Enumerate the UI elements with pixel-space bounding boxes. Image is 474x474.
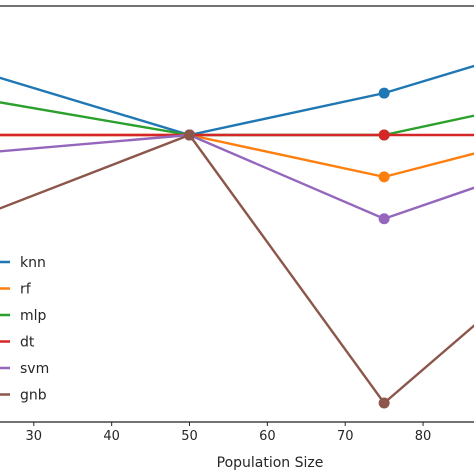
- x-tick-label: 30: [26, 429, 43, 444]
- x-tick-label: 60: [259, 429, 276, 444]
- legend-item-svm: svm: [0, 361, 49, 377]
- data-point-gnb: [378, 397, 390, 409]
- legend-label-knn: knn: [20, 255, 46, 271]
- series-svm: [0, 129, 474, 225]
- legend-item-rf: rf: [0, 282, 32, 298]
- legend-label-gnb: gnb: [20, 388, 47, 404]
- data-point-svm: [378, 213, 390, 225]
- series-knn: [0, 64, 474, 141]
- data-point-gnb: [184, 129, 196, 141]
- x-tick-label: 70: [337, 429, 354, 444]
- series-line-knn: [0, 64, 474, 137]
- legend-label-dt: dt: [20, 335, 35, 351]
- plot-frame: [0, 5, 474, 423]
- legend-item-dt: dt: [0, 335, 35, 351]
- legend-item-gnb: gnb: [0, 388, 47, 404]
- series-gnb: [0, 129, 474, 409]
- legend: knn rf mlp dt svm gnb: [0, 255, 49, 404]
- series-layer: [0, 64, 474, 409]
- x-tick-label: 80: [415, 429, 432, 444]
- legend-item-knn: knn: [0, 255, 46, 271]
- series-line-svm: [0, 133, 474, 220]
- data-point-dt: [378, 129, 390, 141]
- x-axis-ticks: 30 40 50 60 70 80: [26, 422, 432, 444]
- x-tick-label: 50: [181, 429, 198, 444]
- legend-label-svm: svm: [20, 361, 49, 377]
- plot-border: [0, 5, 474, 423]
- legend-item-mlp: mlp: [0, 308, 47, 324]
- data-point-rf: [378, 171, 390, 183]
- series-line-gnb: [0, 133, 474, 405]
- x-axis-label: Population Size: [217, 455, 324, 471]
- legend-label-mlp: mlp: [20, 308, 47, 324]
- legend-label-rf: rf: [20, 282, 32, 298]
- x-tick-label: 40: [103, 429, 120, 444]
- data-point-knn: [378, 87, 390, 99]
